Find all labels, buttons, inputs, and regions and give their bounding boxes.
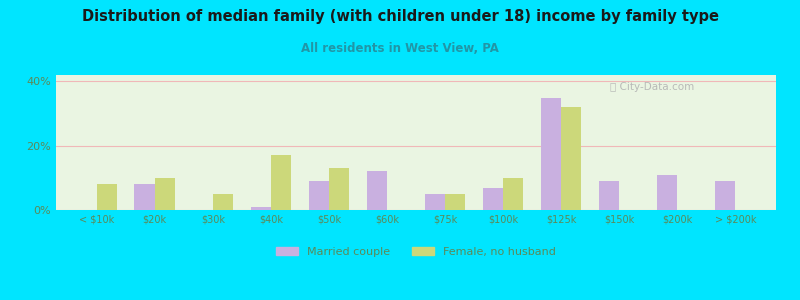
Bar — [599, 181, 619, 210]
Bar — [97, 184, 117, 210]
Legend: Married couple, Female, no husband: Married couple, Female, no husband — [271, 242, 561, 261]
Bar — [561, 107, 582, 210]
Text: All residents in West View, PA: All residents in West View, PA — [301, 42, 499, 55]
Bar — [309, 181, 329, 210]
Bar — [329, 168, 350, 210]
Bar — [503, 178, 523, 210]
Bar — [425, 194, 445, 210]
Bar — [657, 175, 678, 210]
Bar — [250, 207, 271, 210]
Bar — [715, 181, 735, 210]
Bar — [271, 155, 291, 210]
Bar — [154, 178, 175, 210]
Bar — [213, 194, 233, 210]
Text: ⓘ City-Data.com: ⓘ City-Data.com — [610, 82, 694, 92]
Bar — [482, 188, 503, 210]
Bar — [445, 194, 466, 210]
Bar — [134, 184, 154, 210]
Bar — [541, 98, 561, 210]
Bar — [366, 171, 387, 210]
Text: Distribution of median family (with children under 18) income by family type: Distribution of median family (with chil… — [82, 9, 718, 24]
